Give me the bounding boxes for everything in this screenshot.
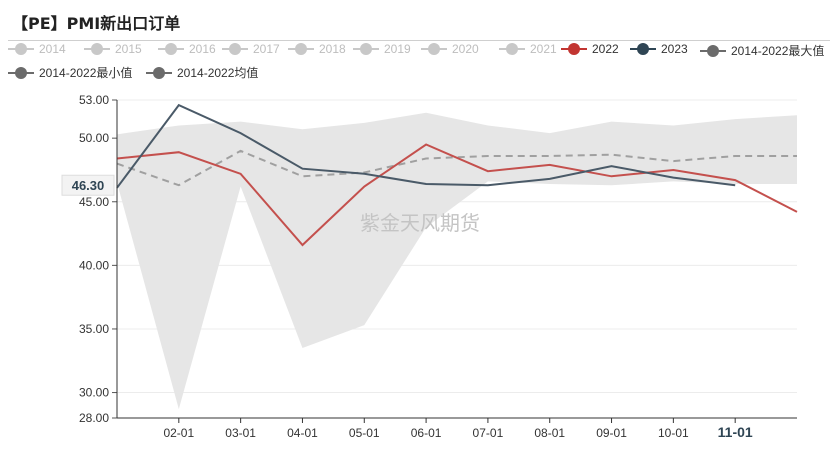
legend-label: 2022 bbox=[592, 42, 619, 56]
legend-marker-icon bbox=[499, 42, 525, 56]
legend-marker-icon bbox=[353, 42, 379, 56]
y-tick-label: 40.00 bbox=[79, 258, 109, 272]
legend-label: 2014 bbox=[39, 42, 66, 56]
legend-item-2016[interactable]: 2016 bbox=[158, 42, 216, 56]
legend-marker-icon bbox=[222, 42, 248, 56]
series-line-mean bbox=[116, 149, 797, 187]
legend-label: 2014-2022最大值 bbox=[731, 44, 825, 58]
legend-item-2014-2022最大值[interactable]: 2014-2022最大值 bbox=[700, 42, 824, 59]
legend-item-2018[interactable]: 2018 bbox=[288, 42, 346, 56]
x-tick-label: 05-01 bbox=[349, 426, 380, 440]
x-tick-label: 07-01 bbox=[473, 426, 504, 440]
axis-pointer-label: 46.30 bbox=[72, 178, 105, 193]
y-tick-label: 45.00 bbox=[79, 195, 109, 209]
y-tick-label: 30.00 bbox=[79, 386, 109, 400]
y-tick-label: 50.00 bbox=[79, 131, 109, 145]
legend-marker-icon bbox=[630, 42, 656, 56]
x-tick-label: 11-01 bbox=[718, 424, 753, 440]
series-line-2022 bbox=[116, 143, 798, 247]
legend-item-2015[interactable]: 2015 bbox=[84, 42, 142, 56]
legend-item-2019[interactable]: 2019 bbox=[353, 42, 411, 56]
x-tick-label: 10-01 bbox=[658, 426, 689, 440]
legend-label: 2014-2022均值 bbox=[177, 66, 259, 80]
legend-marker-icon bbox=[146, 66, 172, 80]
legend-item-2014[interactable]: 2014 bbox=[8, 42, 66, 56]
x-tick-label: 02-01 bbox=[163, 426, 194, 440]
legend-marker-icon bbox=[158, 42, 184, 56]
y-tick-label: 53.00 bbox=[79, 93, 109, 107]
legend-item-2022[interactable]: 2022 bbox=[561, 42, 619, 56]
legend-marker-icon bbox=[421, 42, 447, 56]
title-divider bbox=[8, 40, 830, 41]
legend-item-2014-2022均值[interactable]: 2014-2022均值 bbox=[146, 64, 258, 81]
legend-marker-icon bbox=[8, 42, 34, 56]
chart-title: 【PE】PMI新出口订单 bbox=[12, 14, 181, 33]
legend-marker-icon bbox=[84, 42, 110, 56]
legend-item-2017[interactable]: 2017 bbox=[222, 42, 280, 56]
x-tick-label: 03-01 bbox=[225, 426, 256, 440]
y-tick-label: 35.00 bbox=[79, 322, 109, 336]
x-tick-label: 06-01 bbox=[411, 426, 442, 440]
legend-label: 2020 bbox=[452, 42, 479, 56]
x-tick-label: 08-01 bbox=[534, 426, 565, 440]
legend-label: 2015 bbox=[115, 42, 142, 56]
legend-item-2014-2022最小值[interactable]: 2014-2022最小值 bbox=[8, 64, 132, 81]
watermark: 紫金天风期货 bbox=[360, 211, 480, 235]
legend-item-2023[interactable]: 2023 bbox=[630, 42, 688, 56]
legend-item-2021[interactable]: 2021 bbox=[499, 42, 557, 56]
y-tick-label: 28.00 bbox=[79, 411, 109, 425]
legend-label: 2014-2022最小值 bbox=[39, 66, 133, 80]
legend-label: 2018 bbox=[319, 42, 346, 56]
legend-marker-icon bbox=[288, 42, 314, 56]
legend-marker-icon bbox=[700, 44, 726, 58]
legend-label: 2021 bbox=[530, 42, 557, 56]
range-band bbox=[117, 112, 797, 410]
legend-marker-icon bbox=[561, 42, 587, 56]
x-tick-label: 04-01 bbox=[287, 426, 318, 440]
legend-label: 2023 bbox=[661, 42, 688, 56]
legend-label: 2017 bbox=[253, 42, 280, 56]
legend-item-2020[interactable]: 2020 bbox=[421, 42, 479, 56]
axis-pointer-box bbox=[61, 174, 115, 196]
legend-label: 2019 bbox=[384, 42, 411, 56]
legend-label: 2016 bbox=[189, 42, 216, 56]
x-tick-label: 09-01 bbox=[596, 426, 627, 440]
legend-marker-icon bbox=[8, 66, 34, 80]
series-line-2023 bbox=[116, 103, 736, 189]
